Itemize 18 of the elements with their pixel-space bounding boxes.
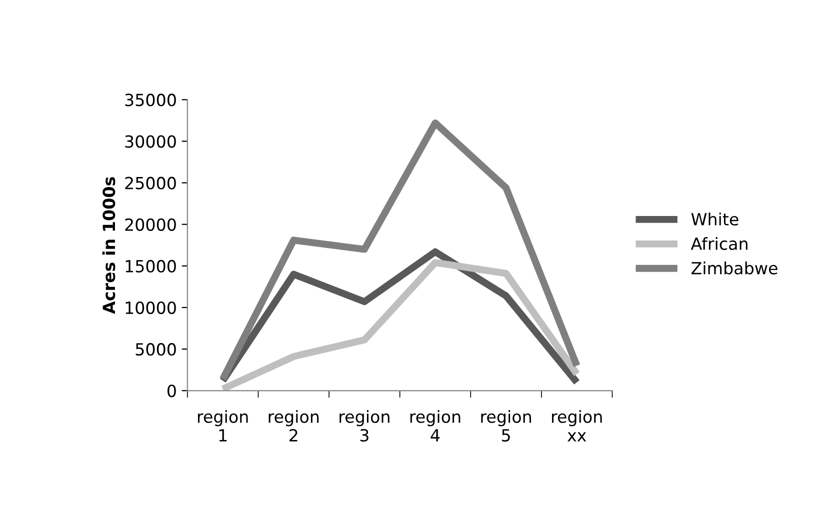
- x-tick-label: region 1: [198, 410, 248, 442]
- y-axis-title: Acres in 1000s: [102, 177, 116, 314]
- y-tick-label: 25000: [125, 176, 176, 190]
- legend-label: Zimbabwe: [692, 262, 778, 274]
- x-tick-label: region 3: [340, 410, 390, 442]
- legend-label: White: [691, 212, 738, 226]
- y-tick-label: 30000: [125, 135, 176, 148]
- y-tick-label: 5000: [136, 343, 176, 356]
- y-tick-label: 20000: [125, 218, 176, 231]
- x-tick-label: region xx: [552, 410, 602, 442]
- x-tick-label: region 5: [481, 410, 531, 442]
- y-tick-label: 10000: [126, 301, 176, 314]
- y-tick-label: 0: [168, 384, 176, 398]
- legend-label: African: [690, 237, 748, 250]
- y-tick-label: 35000: [125, 94, 176, 106]
- y-tick-label: 15000: [126, 260, 176, 273]
- x-tick-label: region 2: [268, 410, 319, 442]
- x-tick-label: region 4: [410, 410, 460, 442]
